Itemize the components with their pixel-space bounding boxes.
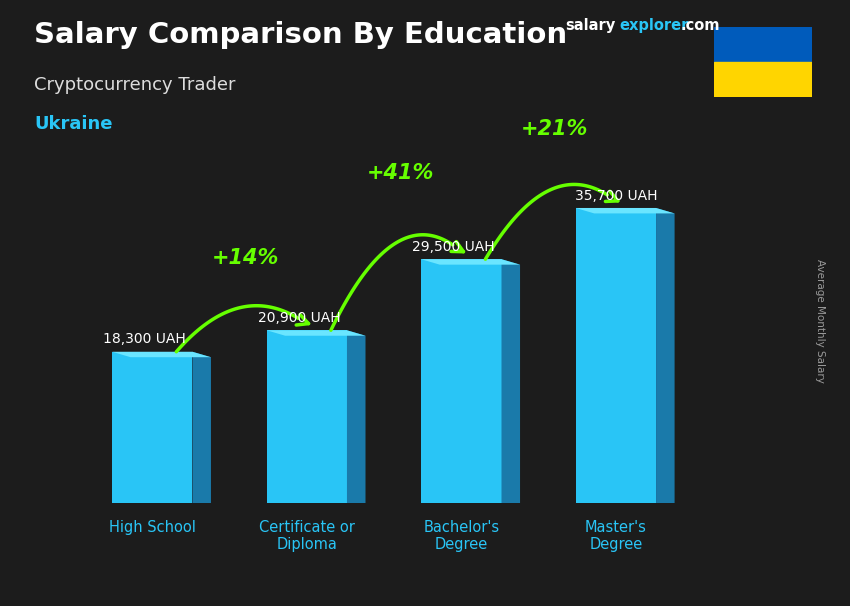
Text: +14%: +14% bbox=[212, 248, 280, 268]
Text: .com: .com bbox=[681, 18, 720, 33]
Bar bbox=[714, 27, 812, 62]
Polygon shape bbox=[267, 330, 366, 336]
Text: 20,900 UAH: 20,900 UAH bbox=[258, 311, 340, 325]
Text: Cryptocurrency Trader: Cryptocurrency Trader bbox=[34, 76, 235, 94]
Polygon shape bbox=[112, 351, 192, 503]
Text: 35,700 UAH: 35,700 UAH bbox=[575, 188, 657, 202]
Text: salary: salary bbox=[565, 18, 615, 33]
Polygon shape bbox=[192, 351, 211, 508]
Polygon shape bbox=[347, 330, 366, 508]
Text: explorer: explorer bbox=[620, 18, 689, 33]
Bar bbox=[714, 62, 812, 97]
Text: Average Monthly Salary: Average Monthly Salary bbox=[815, 259, 825, 383]
Polygon shape bbox=[575, 208, 675, 213]
Polygon shape bbox=[112, 351, 211, 357]
Text: Ukraine: Ukraine bbox=[34, 115, 112, 133]
Polygon shape bbox=[421, 259, 520, 265]
Text: 29,500 UAH: 29,500 UAH bbox=[412, 240, 495, 254]
Text: +41%: +41% bbox=[366, 163, 434, 183]
Polygon shape bbox=[656, 208, 675, 508]
Text: 18,300 UAH: 18,300 UAH bbox=[103, 332, 186, 346]
Polygon shape bbox=[575, 208, 656, 503]
Text: +21%: +21% bbox=[521, 119, 588, 139]
Polygon shape bbox=[502, 259, 520, 508]
Polygon shape bbox=[267, 330, 347, 503]
Text: Salary Comparison By Education: Salary Comparison By Education bbox=[34, 21, 567, 49]
Polygon shape bbox=[421, 259, 502, 503]
